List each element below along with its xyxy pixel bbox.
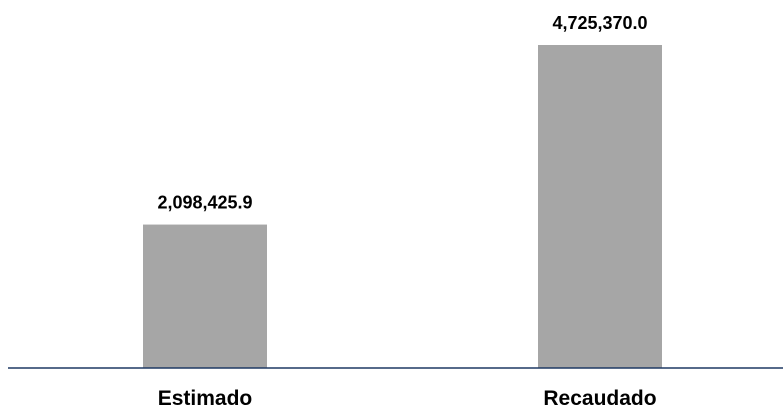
value-label: 4,725,370.0 [552,13,647,33]
value-label: 2,098,425.9 [157,193,252,213]
x-tick-label: Estimado [158,387,253,410]
bar [538,45,662,368]
bar [143,224,267,368]
x-tick-label: Recaudado [543,387,656,410]
